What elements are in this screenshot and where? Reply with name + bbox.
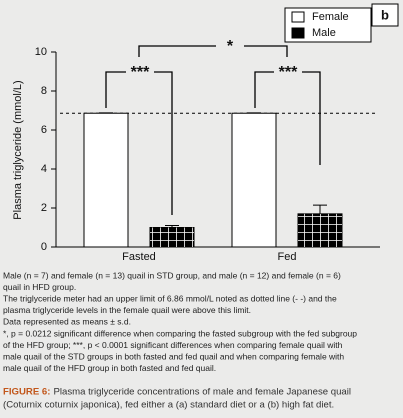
y-tick-label: 6: [41, 124, 47, 136]
y-tick-label: 8: [41, 85, 47, 97]
bar: [231, 112, 277, 248]
y-tick-label: 4: [41, 163, 47, 175]
bar-hatch: [150, 227, 194, 247]
caption-line: male quail of the STD groups in both fas…: [3, 351, 344, 361]
annotation: *: [227, 38, 234, 55]
caption-line: The triglyceride meter had an upper limi…: [3, 293, 337, 303]
panel-label: b: [381, 7, 389, 22]
caption-line: Male (n = 7) and female (n = 13) quail i…: [3, 270, 341, 280]
panel-box: [371, 3, 399, 27]
figure-title: (Coturnix coturnix japonica), fed either…: [3, 400, 334, 411]
y-axis-label: Plasma triglyceride (mmol/L): [12, 80, 24, 219]
annotation-bg: [274, 65, 302, 77]
significance-bracket: [138, 45, 288, 57]
x-tick-label: Fasted: [122, 251, 156, 263]
legend-swatch: [291, 11, 305, 23]
y-tick-label: 10: [35, 46, 47, 58]
annotation-bg: [216, 39, 244, 51]
annotation-bg: [126, 65, 154, 77]
figure-title: Plasma triglyceride concentrations of ma…: [53, 387, 351, 398]
caption-line: Data represented as means ± s.d.: [3, 317, 131, 327]
figure-label: FIGURE 6:: [3, 387, 50, 398]
caption-line: *, p = 0.0212 significant difference whe…: [3, 328, 357, 338]
y-tick-label: 0: [41, 241, 47, 253]
y-tick-label: 2: [41, 202, 47, 214]
caption-line: male quail of the HFD group in both fast…: [3, 363, 216, 373]
caption-line: quail in HFD group.: [3, 282, 76, 292]
annotation: ***: [131, 64, 150, 81]
caption-line: plasma triglyceride levels in the female…: [3, 305, 251, 315]
caption-line: of the HFD group; ***, p < 0.0001 signif…: [3, 340, 343, 350]
x-tick-label: Fed: [278, 251, 297, 263]
legend-label: Female: [312, 11, 349, 23]
error-bar: [313, 204, 327, 214]
legend-label: Male: [312, 27, 336, 39]
annotation: ***: [279, 64, 298, 81]
bar-hatch: [298, 213, 342, 247]
bar: [83, 112, 129, 248]
error-bar: [165, 225, 179, 228]
legend-swatch: [291, 27, 305, 39]
